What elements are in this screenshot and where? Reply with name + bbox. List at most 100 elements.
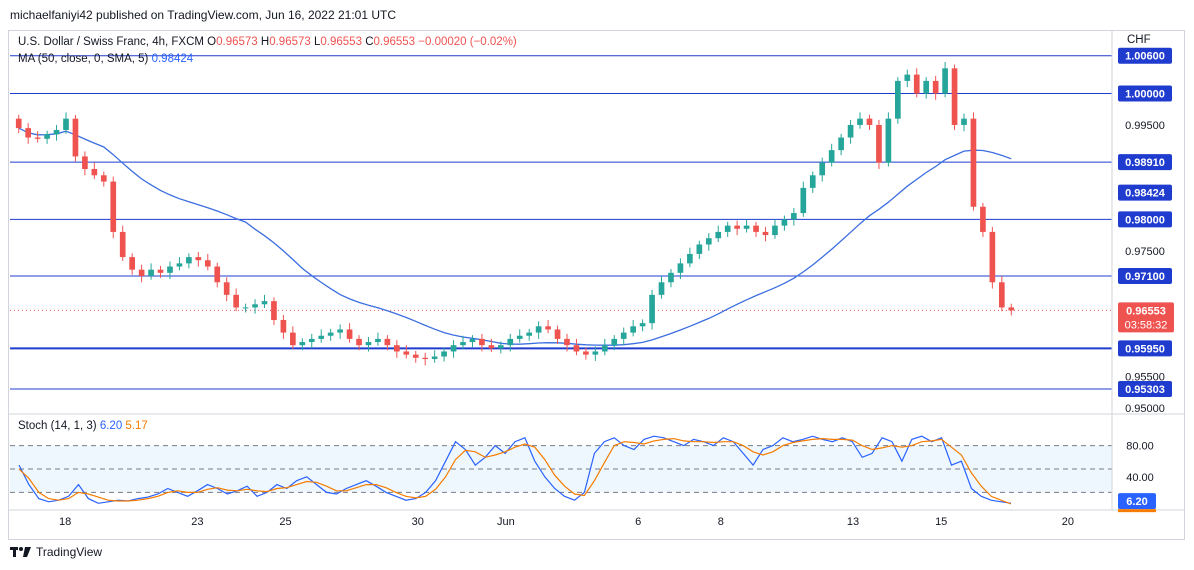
candle	[157, 265, 164, 278]
last-price-text: 0.96553	[1126, 305, 1166, 317]
candle	[167, 261, 173, 280]
candle-body	[592, 351, 599, 355]
candle	[394, 340, 400, 358]
candle-body	[535, 326, 542, 333]
chart-frame	[8, 30, 1185, 540]
candle	[573, 338, 580, 356]
candle	[233, 288, 239, 312]
candle	[450, 340, 457, 358]
candle-body	[110, 181, 117, 232]
candle-body	[176, 263, 183, 267]
candle	[507, 333, 514, 352]
candle-body	[516, 335, 523, 339]
candle	[346, 323, 353, 343]
candle-body	[242, 307, 249, 309]
candle	[242, 303, 249, 313]
candle	[838, 133, 844, 156]
level-price-label-text: 0.97100	[1125, 271, 1165, 283]
candle-body	[507, 338, 514, 346]
candle	[658, 275, 665, 299]
candle	[819, 157, 826, 182]
candle	[668, 269, 674, 288]
stoch-tick-label: 40.00	[1126, 472, 1154, 484]
price-tick-label: 0.95500	[1125, 372, 1165, 384]
candle	[53, 124, 60, 141]
candle	[970, 112, 977, 211]
candle-body	[204, 260, 211, 267]
candle	[526, 328, 533, 341]
high-value: 0.96573	[269, 36, 311, 48]
candle-body	[167, 266, 173, 273]
level-price-label: 0.97100	[1118, 267, 1172, 284]
candle-body	[82, 156, 88, 169]
candle-body	[601, 345, 608, 352]
level-price-label-text: 0.98910	[1125, 157, 1165, 169]
candle-body	[639, 323, 646, 327]
candle	[1008, 303, 1015, 316]
candle-body	[809, 175, 816, 188]
candle-body	[346, 329, 353, 339]
open-label: O	[207, 36, 217, 48]
candle	[100, 171, 107, 187]
candle	[696, 240, 703, 259]
ma-legend: MA (50, close, 0, SMA, 5) 0.98424	[18, 53, 193, 65]
level-price-label-bg	[1118, 381, 1172, 398]
level-price-label-bg	[1118, 154, 1172, 171]
candle-body	[895, 80, 901, 119]
candle-body	[337, 329, 343, 333]
high-label: H	[260, 36, 270, 48]
candle-body	[119, 231, 126, 258]
candle	[980, 202, 986, 237]
stoch-d-marker	[1118, 509, 1156, 513]
candle	[989, 226, 996, 289]
candle-body	[847, 124, 854, 138]
candle	[365, 337, 372, 352]
candle	[781, 215, 788, 231]
level-price-label-text: 0.95303	[1125, 384, 1165, 396]
candle-body	[800, 187, 807, 214]
candle-body	[299, 342, 306, 346]
candle-body	[772, 225, 778, 236]
candle	[280, 314, 287, 339]
candle	[82, 151, 88, 176]
level-price-label: 0.95950	[1118, 340, 1172, 357]
candle	[252, 299, 258, 314]
candle-body	[838, 137, 844, 151]
footer-brand[interactable]: TradingView	[10, 545, 102, 559]
candle	[932, 75, 939, 100]
candle	[942, 62, 948, 98]
candle	[791, 208, 797, 226]
candle-body	[412, 354, 419, 358]
candle	[923, 77, 930, 99]
candle	[195, 252, 202, 267]
candle-body	[271, 301, 277, 321]
candle	[847, 119, 854, 144]
moving-average-line	[18, 127, 1012, 346]
candle	[620, 327, 627, 346]
candle-body	[422, 357, 429, 360]
candle-body	[705, 238, 712, 245]
published-line: michaelfaniyi42 published on TradingView…	[10, 8, 397, 22]
stoch-tick-label: 80.00	[1126, 441, 1154, 453]
ma-price-label-text: 0.98424	[1125, 188, 1166, 200]
candle-body	[403, 351, 410, 355]
stoch-d-value: 5.17	[125, 420, 148, 432]
candle	[422, 352, 429, 366]
candle-body	[53, 129, 60, 135]
candle-body	[696, 244, 703, 254]
candle-body	[753, 225, 759, 232]
stoch-k-value: 6.20	[99, 420, 123, 432]
time-tick-label: 15	[935, 516, 947, 528]
candle-body	[356, 338, 362, 346]
candle	[271, 297, 277, 326]
candle-body	[223, 282, 230, 295]
candle	[460, 335, 466, 349]
candle-body	[781, 219, 788, 226]
candle	[961, 113, 967, 132]
candle	[469, 335, 476, 348]
candle	[299, 338, 306, 351]
candle-body	[34, 137, 41, 139]
candle-body	[620, 332, 627, 339]
candle	[384, 335, 391, 351]
